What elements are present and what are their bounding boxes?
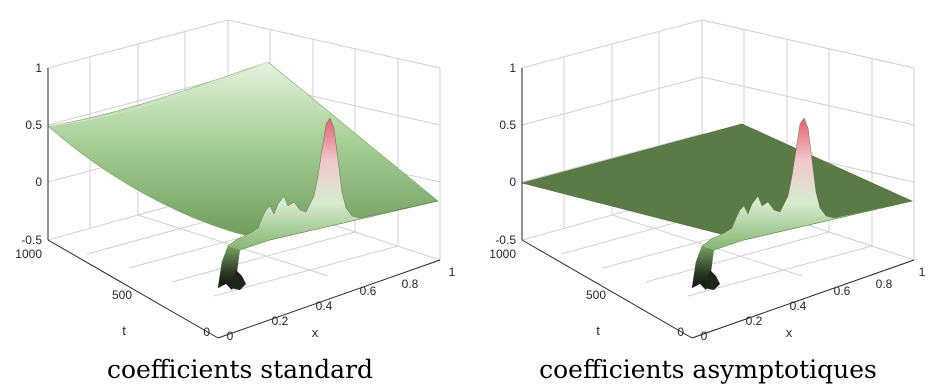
caption-left: coefficients standard bbox=[107, 355, 373, 384]
z-tick-label: 0 bbox=[35, 175, 42, 189]
z-tick-label: 0.5 bbox=[499, 118, 516, 132]
x-ticks: 0 0.2 0.4 0.6 0.8 1 x bbox=[227, 265, 456, 343]
z-ticks: 1 0.5 0 -0.5 bbox=[21, 61, 42, 247]
x-ticks: 0 0.2 0.4 0.6 0.8 1 x bbox=[701, 265, 926, 343]
z-tick-label: 0.5 bbox=[25, 118, 42, 132]
t-tick-label: 500 bbox=[112, 288, 132, 302]
x-tick-label: 0.8 bbox=[876, 277, 893, 291]
t-tick-label: 0 bbox=[677, 325, 684, 339]
panel-left: 1 0.5 0 -0.5 1000 500 0 t 0 0.2 0.4 0.6 … bbox=[15, 19, 456, 384]
axes-front bbox=[521, 68, 915, 339]
x-tick-label: 1 bbox=[919, 265, 926, 279]
z-ticks: 1 0.5 0 -0.5 bbox=[495, 61, 516, 247]
x-axis-label: x bbox=[312, 325, 319, 340]
z-tick-label: 0 bbox=[509, 175, 516, 189]
t-ticks: 1000 500 0 t bbox=[489, 247, 684, 339]
z-tick-label: 1 bbox=[509, 61, 516, 75]
x-tick-label: 0 bbox=[701, 329, 708, 343]
t-ticks: 1000 500 0 t bbox=[15, 247, 210, 339]
x-tick-label: 0.4 bbox=[790, 299, 807, 313]
z-tick-label: 1 bbox=[35, 61, 42, 75]
z-tick-label: -0.5 bbox=[495, 233, 516, 247]
t-axis-label: t bbox=[596, 323, 600, 338]
z-tick-label: -0.5 bbox=[21, 233, 42, 247]
panel-right: 1 0.5 0 -0.5 1000 500 0 t 0 0.2 0.4 0.6 … bbox=[489, 19, 926, 384]
surface-standard bbox=[47, 61, 439, 290]
axes-front bbox=[47, 68, 441, 339]
surface-asymptotique bbox=[520, 117, 913, 290]
x-axis-label: x bbox=[786, 325, 793, 340]
x-tick-label: 0 bbox=[227, 329, 234, 343]
caption-right: coefficients asymptotiques bbox=[539, 355, 877, 384]
x-tick-label: 0.6 bbox=[360, 284, 377, 298]
t-tick-label: 500 bbox=[586, 288, 606, 302]
x-tick-label: 0.4 bbox=[316, 299, 333, 313]
x-tick-label: 0.6 bbox=[834, 284, 851, 298]
t-tick-label: 0 bbox=[203, 325, 210, 339]
x-tick-label: 1 bbox=[449, 265, 456, 279]
t-tick-label: 1000 bbox=[489, 247, 516, 261]
x-tick-label: 0.2 bbox=[746, 314, 763, 328]
x-tick-label: 0.2 bbox=[272, 314, 289, 328]
x-tick-label: 0.8 bbox=[402, 277, 419, 291]
t-tick-label: 1000 bbox=[15, 247, 42, 261]
t-axis-label: t bbox=[122, 323, 126, 338]
